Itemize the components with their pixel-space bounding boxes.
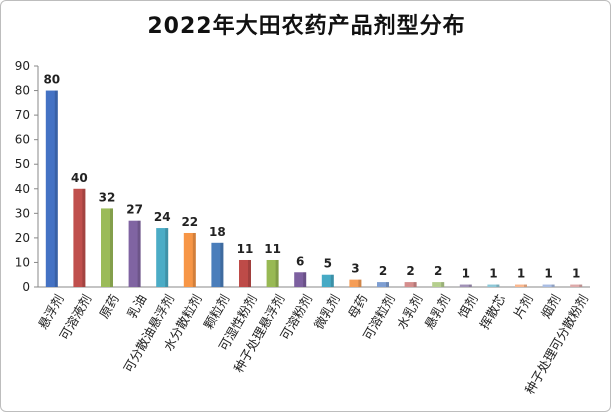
data-label: 22 bbox=[181, 215, 198, 229]
data-label: 6 bbox=[296, 254, 304, 268]
bar bbox=[183, 232, 196, 287]
bar-shade bbox=[551, 284, 555, 287]
bar-shade bbox=[441, 282, 445, 287]
y-tick-label: 70 bbox=[15, 108, 30, 122]
bar-shade bbox=[275, 259, 279, 287]
data-label: 32 bbox=[99, 190, 116, 204]
bar bbox=[349, 279, 362, 287]
data-label: 40 bbox=[71, 171, 88, 185]
data-label: 2 bbox=[406, 264, 414, 278]
bar-shade bbox=[165, 228, 169, 287]
bar bbox=[211, 242, 224, 287]
bar bbox=[128, 220, 141, 287]
bar-shade bbox=[386, 282, 389, 287]
category-label: 烟剂 bbox=[538, 292, 563, 321]
bar bbox=[156, 228, 169, 287]
bar bbox=[321, 274, 334, 287]
y-tick-label: 60 bbox=[15, 133, 30, 147]
data-label: 11 bbox=[264, 242, 281, 256]
data-label: 11 bbox=[237, 242, 254, 256]
data-label: 1 bbox=[544, 267, 552, 281]
bar bbox=[404, 282, 417, 287]
category-label: 水乳剂 bbox=[394, 292, 426, 332]
data-label: 80 bbox=[43, 73, 60, 87]
category-label: 原药 bbox=[96, 292, 121, 321]
y-tick-label: 10 bbox=[15, 255, 30, 269]
bar bbox=[239, 259, 251, 287]
bar-shade bbox=[413, 282, 417, 287]
bar-shade bbox=[248, 259, 251, 287]
data-label: 1 bbox=[572, 267, 580, 281]
bar-shade bbox=[579, 284, 583, 287]
bar-shade bbox=[468, 284, 472, 287]
bar bbox=[266, 259, 279, 287]
bar-shade bbox=[330, 274, 334, 287]
bar bbox=[487, 284, 500, 287]
bar-shade bbox=[192, 232, 196, 287]
data-label: 1 bbox=[489, 267, 497, 281]
y-tick-label: 80 bbox=[15, 84, 30, 98]
bar-shade bbox=[496, 284, 500, 287]
category-label: 挥散芯 bbox=[477, 292, 509, 332]
bar bbox=[101, 208, 113, 287]
y-tick-label: 50 bbox=[15, 157, 30, 171]
y-tick-label: 0 bbox=[22, 280, 30, 294]
bar-shade bbox=[54, 90, 58, 287]
y-ticks-group: 0 10 20 30 40 50 60 70 80 90 bbox=[15, 59, 38, 294]
bar-shade bbox=[220, 242, 224, 287]
y-tick-label: 90 bbox=[15, 59, 30, 73]
data-label: 18 bbox=[209, 225, 226, 239]
bar bbox=[45, 90, 58, 287]
data-label: 1 bbox=[462, 267, 470, 281]
bar-shade bbox=[110, 208, 113, 287]
category-label: 乳油 bbox=[124, 292, 149, 321]
y-tick-label: 40 bbox=[15, 182, 30, 196]
y-tick-label: 20 bbox=[15, 231, 30, 245]
category-label: 母药 bbox=[345, 292, 370, 321]
data-label: 5 bbox=[324, 257, 332, 271]
bar-shade bbox=[303, 272, 307, 287]
bar bbox=[432, 282, 445, 287]
category-label: 片剂 bbox=[510, 292, 535, 321]
bar-shade bbox=[358, 279, 362, 287]
data-label: 2 bbox=[379, 264, 387, 278]
data-label: 1 bbox=[517, 267, 525, 281]
y-tick-label: 30 bbox=[15, 206, 30, 220]
bar bbox=[542, 284, 555, 287]
chart-title: 2022年大田农药产品剂型分布 bbox=[147, 14, 466, 39]
bars-group bbox=[45, 90, 583, 287]
category-label: 微乳剂 bbox=[311, 292, 343, 332]
bar bbox=[515, 284, 527, 287]
data-label: 2 bbox=[434, 264, 442, 278]
bar bbox=[377, 282, 389, 287]
bar bbox=[570, 284, 583, 287]
bar bbox=[294, 272, 307, 287]
category-label: 悬乳剂 bbox=[421, 292, 453, 332]
bar-shade bbox=[524, 284, 527, 287]
bar bbox=[73, 188, 86, 287]
bar-shade bbox=[137, 220, 141, 287]
bar-shade bbox=[82, 188, 86, 287]
bar bbox=[459, 284, 472, 287]
data-label: 27 bbox=[126, 203, 143, 217]
data-label: 24 bbox=[154, 210, 171, 224]
data-label: 3 bbox=[351, 262, 359, 276]
category-label: 饵剂 bbox=[455, 292, 480, 321]
